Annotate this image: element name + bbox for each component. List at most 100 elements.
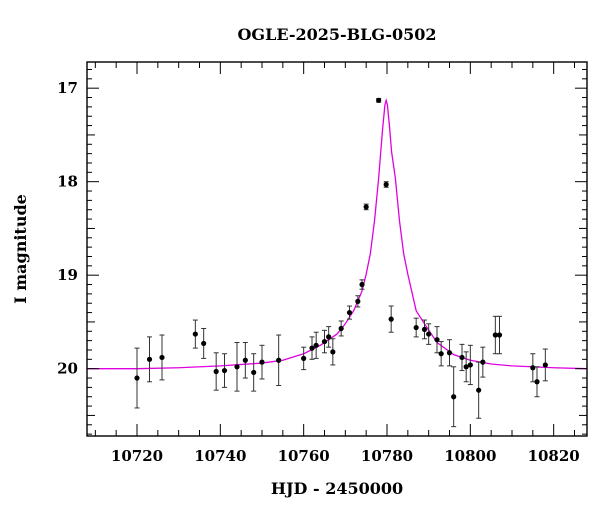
y-tick-label: 19 bbox=[57, 266, 78, 284]
data-point-38 bbox=[480, 346, 486, 378]
data-marker bbox=[451, 394, 457, 400]
data-marker bbox=[463, 364, 469, 370]
data-point-29 bbox=[426, 323, 432, 345]
data-point-43 bbox=[542, 348, 548, 382]
model-curve bbox=[87, 97, 588, 370]
data-point-5 bbox=[201, 327, 207, 359]
data-marker bbox=[363, 204, 369, 210]
data-point-15 bbox=[313, 331, 319, 359]
data-marker bbox=[534, 379, 540, 385]
x-tick-label: 10720 bbox=[111, 447, 163, 465]
data-point-41 bbox=[530, 353, 536, 383]
x-axis-label: HJD - 2450000 bbox=[271, 479, 403, 498]
data-marker bbox=[467, 362, 473, 368]
data-point-42 bbox=[534, 366, 540, 398]
data-point-21 bbox=[355, 295, 361, 308]
data-point-16 bbox=[321, 329, 328, 354]
x-tick-label: 10780 bbox=[361, 447, 413, 465]
data-point-1 bbox=[134, 347, 140, 409]
data-point-34 bbox=[459, 343, 465, 372]
data-marker bbox=[159, 354, 165, 361]
data-marker bbox=[383, 181, 389, 188]
data-point-10 bbox=[251, 353, 257, 392]
data-point-33 bbox=[451, 366, 457, 428]
data-marker bbox=[346, 309, 353, 316]
data-point-13 bbox=[301, 346, 307, 371]
data-marker bbox=[530, 365, 536, 371]
data-point-17 bbox=[326, 326, 332, 348]
y-axis-label: I magnitude bbox=[11, 194, 30, 304]
y-tick-label: 17 bbox=[57, 79, 78, 97]
data-marker bbox=[259, 359, 265, 365]
data-marker bbox=[276, 357, 282, 363]
data-marker bbox=[321, 338, 328, 345]
data-marker bbox=[492, 332, 498, 338]
data-point-24 bbox=[376, 97, 382, 103]
data-marker bbox=[376, 97, 382, 103]
data-marker bbox=[301, 355, 307, 361]
data-point-25 bbox=[383, 181, 389, 188]
data-point-12 bbox=[276, 334, 282, 387]
y-tick-label: 20 bbox=[57, 360, 78, 378]
data-marker bbox=[476, 387, 482, 393]
x-tick-label: 10800 bbox=[444, 447, 496, 465]
data-point-20 bbox=[346, 305, 353, 320]
data-marker bbox=[434, 337, 440, 343]
data-marker bbox=[446, 350, 453, 356]
data-marker bbox=[242, 357, 248, 363]
data-point-27 bbox=[413, 317, 419, 338]
data-marker bbox=[542, 362, 548, 368]
data-point-30 bbox=[434, 326, 440, 354]
y-tick-label: 18 bbox=[57, 173, 78, 191]
data-marker bbox=[459, 354, 465, 361]
data-marker bbox=[426, 331, 432, 337]
data-marker bbox=[330, 349, 336, 355]
data-marker bbox=[496, 332, 503, 338]
x-tick-label: 10740 bbox=[194, 447, 246, 465]
data-marker bbox=[359, 281, 365, 288]
data-marker bbox=[480, 359, 486, 365]
data-marker bbox=[413, 324, 419, 331]
data-marker bbox=[438, 351, 444, 357]
data-point-23 bbox=[363, 203, 369, 211]
data-marker bbox=[355, 298, 361, 304]
data-point-11 bbox=[259, 344, 265, 380]
data-point-22 bbox=[359, 279, 365, 290]
data-point-19 bbox=[338, 320, 344, 337]
data-point-2 bbox=[146, 336, 153, 383]
data-point-26 bbox=[388, 305, 394, 333]
data-point-3 bbox=[159, 334, 165, 381]
data-point-7 bbox=[221, 353, 228, 388]
data-point-31 bbox=[438, 341, 444, 367]
x-tick-label: 10760 bbox=[278, 447, 330, 465]
data-point-14 bbox=[309, 336, 315, 360]
axis-ticks: 10720 10740 10760 10780 10800 10820 17 18 19 20 bbox=[57, 62, 587, 465]
data-marker bbox=[388, 316, 394, 322]
data-point-32 bbox=[446, 339, 453, 367]
data-marker bbox=[134, 375, 140, 381]
data-point-37 bbox=[476, 361, 482, 419]
data-marker bbox=[221, 367, 228, 374]
data-point-18 bbox=[330, 338, 336, 366]
plot-area bbox=[87, 97, 588, 428]
x-tick-label: 10820 bbox=[528, 447, 580, 465]
data-point-28 bbox=[421, 319, 428, 340]
data-point-9 bbox=[242, 342, 248, 379]
data-point-40 bbox=[496, 315, 503, 355]
data-marker bbox=[421, 326, 428, 333]
data-marker bbox=[234, 364, 240, 370]
data-marker bbox=[338, 325, 344, 332]
chart-title: OGLE-2025-BLG-0502 bbox=[237, 25, 436, 44]
data-point-8 bbox=[234, 342, 240, 392]
data-marker bbox=[313, 342, 319, 348]
data-point-4 bbox=[192, 319, 198, 349]
data-marker bbox=[201, 340, 207, 347]
data-marker bbox=[326, 334, 332, 340]
data-point-6 bbox=[213, 352, 219, 391]
data-marker bbox=[251, 369, 257, 376]
data-point-35 bbox=[463, 351, 469, 383]
data-marker bbox=[213, 368, 219, 375]
data-marker bbox=[309, 345, 315, 351]
data-marker bbox=[146, 356, 153, 362]
